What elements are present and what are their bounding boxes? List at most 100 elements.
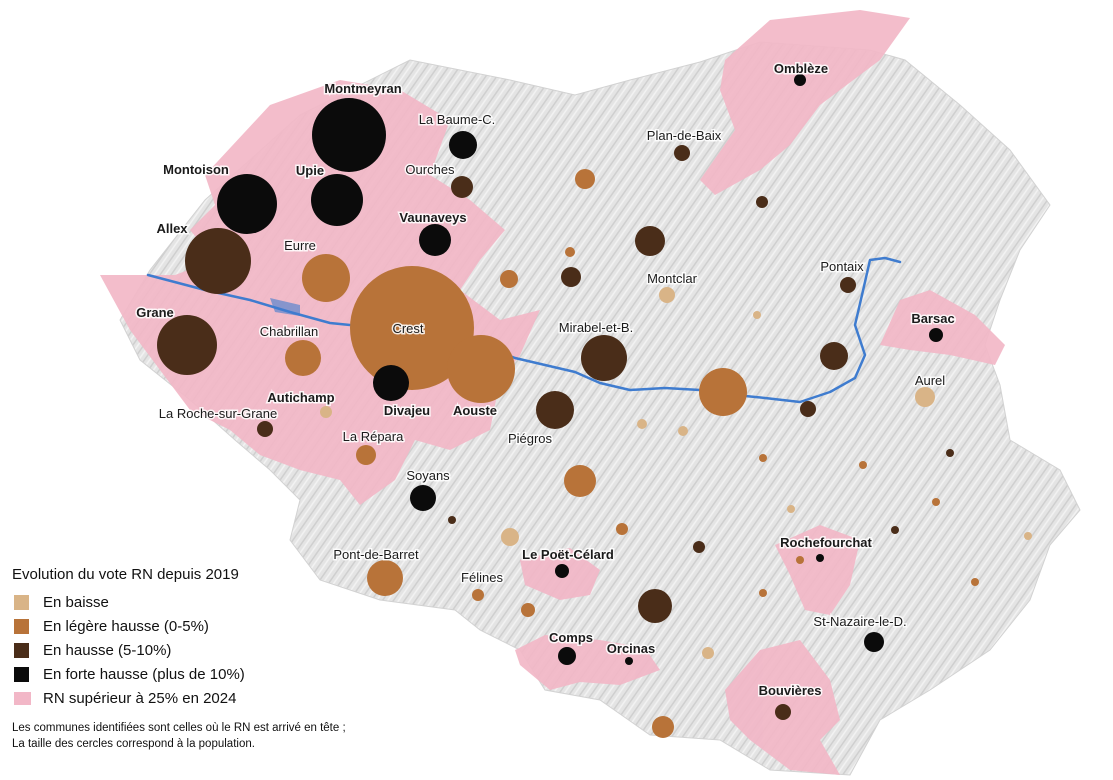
commune-circle-st-nazaire-le-d- [864,632,884,652]
commune-label-eurre: Eurre [284,238,316,253]
commune-circle-unlabeled-11 [637,419,647,429]
commune-circle-la-repara [356,445,376,465]
commune-circles [157,74,1032,738]
commune-circle-unlabeled-23 [521,603,535,617]
commune-label-crest: Crest [392,321,423,336]
legend-title: Evolution du vote RN depuis 2019 [12,566,239,583]
legend-swatch-baisse [14,594,29,610]
commune-circle-crest [350,266,474,390]
commune-circle-divajeu [373,365,409,401]
commune-circle-soyans [410,485,436,511]
legend-swatch-forte-hausse [14,666,29,682]
commune-circle-unlabeled-25 [652,716,674,738]
legend-label-hausse: En hausse (5-10%) [43,641,172,659]
commune-circle-ourches [451,176,473,198]
commune-label-bouvieres: Bouvières [759,683,822,698]
commune-circle-aurel [915,387,935,407]
commune-circle-le-poet-celard [555,564,569,578]
commune-label-soyans: Soyans [406,468,450,483]
commune-circle-unlabeled-14 [759,454,767,462]
legend-swatch-hausse [14,642,29,658]
commune-circle-eurre [302,254,350,302]
commune-label-allex: Allex [156,221,188,236]
commune-circle-unlabeled-18 [787,505,795,513]
commune-label-upie: Upie [296,163,324,178]
commune-circle-bouvieres [775,704,791,720]
commune-label-st-nazaire-le-d-: St-Nazaire-le-D. [813,614,906,629]
commune-circle-felines [472,589,484,601]
commune-label-ourches: Ourches [405,162,455,177]
commune-circle-montclar [659,287,675,303]
commune-circle-unlabeled-3 [500,270,518,288]
commune-label-la-repara: La Répara [343,429,404,444]
commune-circle-piegros [536,391,574,429]
commune-circle-unlabeled-30 [796,556,804,564]
commune-circle-pontaix [840,277,856,293]
legend-label-baisse: En baisse [43,593,109,611]
commune-label-vaunaveys: Vaunaveys [399,210,466,225]
commune-circle-unlabeled-13 [564,465,596,497]
commune-circle-autichamp [320,406,332,418]
commune-label-comps: Comps [549,630,593,645]
commune-circle-comps [558,647,576,665]
commune-circle-chabrillan [285,340,321,376]
commune-label-grane: Grane [136,305,174,320]
commune-label-barsac: Barsac [911,311,954,326]
commune-circle-unlabeled-9 [699,368,747,416]
commune-label-felines: Félines [461,570,503,585]
commune-labels: Montmeyran La Baume-C. Omblèze Plan-de-Baix… [135,60,956,700]
commune-label-autichamp: Autichamp [267,390,334,405]
commune-circle-unlabeled-5 [561,267,581,287]
legend-label-forte-hausse: En forte hausse (plus de 10%) [43,665,245,683]
commune-label-aurel: Aurel [915,373,945,388]
river-bank [270,298,300,316]
commune-label-orcinas: Orcinas [607,641,655,656]
commune-circle-unlabeled-29 [448,516,456,524]
commune-label-divajeu: Divajeu [384,403,430,418]
commune-circle-unlabeled-6 [820,342,848,370]
commune-circle-unlabeled-8 [800,401,816,417]
commune-circle-unlabeled-10 [946,449,954,457]
legend-item-hausse: En hausse (5-10%) [12,638,432,662]
commune-circle-unlabeled-21 [702,647,714,659]
commune-circle-unlabeled-17 [616,523,628,535]
commune-circle-aouste [447,335,515,403]
commune-label-la-roche-sur-grane: La Roche-sur-Grane [159,406,278,421]
commune-circle-rochefourchat [816,554,824,562]
commune-label-rochefourchat: Rochefourchat [780,535,872,550]
rn25-zone-barsac [880,290,1005,365]
commune-circle-unlabeled-31 [891,526,899,534]
commune-label-le-poet-celard: Le Poët-Célard [522,547,614,562]
commune-circle-unlabeled-28 [565,247,575,257]
commune-circle-vaunaveys [419,224,451,256]
legend-note-line2: La taille des cercles correspond à la po… [12,738,255,750]
legend-item-legere-hausse: En légère hausse (0-5%) [12,614,432,638]
commune-circle-allex [185,228,251,294]
rn25-zone-rochefourchat [775,525,860,615]
rn25-zone-comps [515,635,660,690]
commune-circle-orcinas [625,657,633,665]
commune-circle-ombleze [794,74,806,86]
commune-circle-unlabeled-19 [693,541,705,553]
legend-item-baisse: En baisse [12,590,432,614]
commune-circle-unlabeled-12 [678,426,688,436]
commune-label-mirabel-et-b-: Mirabel-et-B. [559,320,633,335]
commune-label-pontaix: Pontaix [820,259,864,274]
commune-circle-unlabeled-16 [501,528,519,546]
legend-label-rn25: RN supérieur à 25% en 2024 [43,689,237,707]
rn25-zone-ombleze [700,10,910,195]
legend-note: Les communes identifiées sont celles où … [12,720,432,752]
legend-note-line1: Les communes identifiées sont celles où … [12,722,346,734]
commune-label-aouste: Aouste [453,403,497,418]
commune-circle-montmeyran [312,98,386,172]
commune-circle-mirabel-et-b- [581,335,627,381]
rn25-zones [100,10,1005,775]
commune-label-piegros: Piégros [508,431,553,446]
commune-circle-unlabeled-1 [575,169,595,189]
commune-circle-unlabeled-24 [971,578,979,586]
commune-circle-unlabeled-2 [756,196,768,208]
commune-circle-unlabeled-7 [753,311,761,319]
commune-label-montoison: Montoison [163,162,229,177]
legend-label-legere-hausse: En légère hausse (0-5%) [43,617,209,635]
